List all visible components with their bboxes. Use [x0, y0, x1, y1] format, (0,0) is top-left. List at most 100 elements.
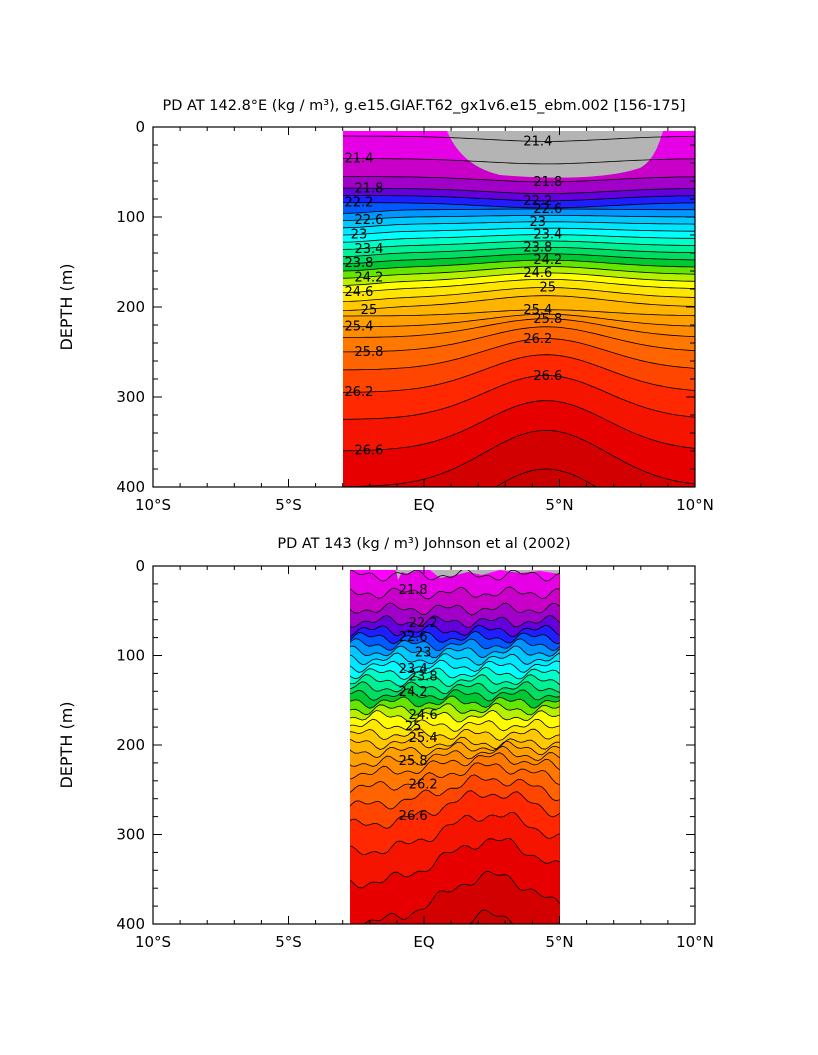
bottom-land-mask: [350, 570, 560, 580]
top-contour-label: 21.4: [344, 152, 373, 167]
bottom-contour-line: [350, 811, 560, 855]
top-contour-line: [343, 313, 695, 328]
top-contour-label: 23: [530, 215, 547, 230]
bottom-x-tick-label: 10°S: [135, 933, 171, 951]
top-contour-line: [343, 208, 695, 214]
bottom-y-tick-label: 400: [116, 915, 145, 933]
top-contour-line: [343, 354, 695, 393]
bottom-contour-label: 23: [415, 646, 432, 661]
top-x-tick-label: 5°S: [275, 496, 302, 514]
top-contour-line: [343, 215, 695, 221]
bottom-contour-line: [350, 586, 560, 600]
bottom-contour-line: [350, 570, 560, 582]
bottom-contour-line: [350, 624, 560, 638]
top-contour-line: [343, 400, 695, 452]
top-contour-line: [343, 253, 695, 265]
top-contour-line: [343, 295, 695, 311]
bottom-contour-label: 24.6: [409, 708, 438, 723]
bottom-contour-label: 24.2: [399, 685, 428, 700]
top-contour-line: [343, 278, 695, 293]
top-y-tick-label: 400: [116, 478, 145, 496]
bottom-contour-label: 23.4: [399, 662, 428, 677]
bottom-contour-line: [350, 602, 560, 616]
bottom-contour-label: 25.8: [399, 754, 428, 769]
bottom-contour-line: [350, 702, 560, 716]
top-contour-line: [343, 318, 695, 338]
top-x-tick-label: 5°N: [545, 496, 573, 514]
bottom-x-tick-label: EQ: [413, 933, 434, 951]
bottom-contour-line: [350, 695, 560, 709]
top-contour-label: 24.2: [354, 271, 383, 286]
bottom-contour-line: [350, 674, 560, 687]
top-contour-line: [343, 195, 695, 202]
top-contour-label: 26.2: [344, 385, 373, 400]
bottom-x-tick-label: 5°S: [275, 933, 302, 951]
top-contour-label: 25.4: [344, 320, 373, 335]
top-contour-label: 21.4: [523, 134, 552, 149]
top-contour-label: 25: [540, 281, 557, 296]
top-contour-label: 21.8: [354, 181, 383, 196]
top-contour-label: 26.6: [354, 444, 383, 459]
bottom-contour-label: 22.2: [409, 616, 438, 631]
bottom-y-tick-label: 100: [116, 647, 145, 665]
bottom-contour-line: [350, 659, 560, 673]
top-contour-label: 23.8: [344, 256, 373, 271]
top-field: [343, 131, 695, 487]
top-contour-labels: 21.421.822.222.62323.423.824.224.62525.4…: [344, 134, 562, 458]
top-contour-label: 23.4: [533, 228, 562, 243]
top-contour-line: [343, 338, 695, 371]
top-contour-label: 23.4: [354, 242, 383, 257]
top-x-tick-label: EQ: [413, 496, 434, 514]
bottom-contour-line: [350, 645, 560, 659]
bottom-contour-line: [363, 871, 560, 924]
top-contour-line: [343, 234, 695, 243]
bottom-y-axis-label: DEPTH (m): [57, 701, 76, 788]
bottom-contour-line: [350, 709, 560, 723]
top-y-tick-label: 100: [116, 208, 145, 226]
bottom-contour-line: [350, 727, 560, 741]
bottom-y-tick-label: 200: [116, 736, 145, 754]
bottom-y-tick-label: 300: [116, 826, 145, 844]
top-contour-line: [343, 246, 695, 257]
bottom-contour-line: [350, 790, 560, 829]
bottom-contour-line: [350, 774, 560, 810]
top-contour-label: 25.8: [533, 312, 562, 327]
top-contour-line: [343, 326, 695, 353]
bottom-contour-line: [350, 638, 560, 652]
bottom-density-bands: [350, 570, 560, 924]
top-contour-label: 22.2: [344, 196, 373, 211]
top-y-tick-label: 0: [135, 118, 145, 136]
top-land-mask: [447, 131, 663, 178]
top-contour-label: 23.8: [523, 240, 552, 255]
top-contour-line: [343, 176, 695, 183]
top-contour-label: 22.6: [354, 213, 383, 228]
bottom-contour-line: [350, 630, 560, 645]
bottom-axes: 10°S 5°S EQ 5°N 10°N 0 100 200 300 400: [116, 557, 714, 951]
bottom-contour-label: 26.6: [399, 809, 428, 824]
bottom-x-tick-label: 5°N: [545, 933, 573, 951]
top-y-axis-label: DEPTH (m): [57, 263, 76, 350]
bottom-contour-line: [350, 688, 560, 702]
bottom-contour-label: 22.6: [399, 630, 428, 645]
top-contour-label: 26.6: [533, 369, 562, 384]
top-axes: 10°S 5°S EQ 5°N 10°N 0 100 200 300 400: [116, 118, 714, 514]
top-y-tick-label: 300: [116, 388, 145, 406]
bottom-contour-line: [350, 681, 560, 695]
top-contour-label: 25.4: [523, 303, 552, 318]
bottom-contour-line: [350, 752, 560, 780]
bottom-contour-line: [350, 745, 560, 767]
top-contour-line: [343, 240, 695, 250]
bottom-contour-line: [350, 666, 560, 681]
top-y-tick-label: 200: [116, 298, 145, 316]
top-contour-line: [343, 309, 695, 317]
top-contour-label: 24.2: [533, 253, 562, 268]
top-x-tick-label: 10°S: [135, 496, 171, 514]
bottom-contour-line: [350, 740, 560, 759]
bottom-band: [350, 570, 560, 599]
bottom-contour-line: [350, 762, 560, 793]
top-contour-line: [343, 429, 695, 487]
bottom-contour-line: [350, 838, 560, 889]
top-contour-line: [343, 221, 695, 229]
